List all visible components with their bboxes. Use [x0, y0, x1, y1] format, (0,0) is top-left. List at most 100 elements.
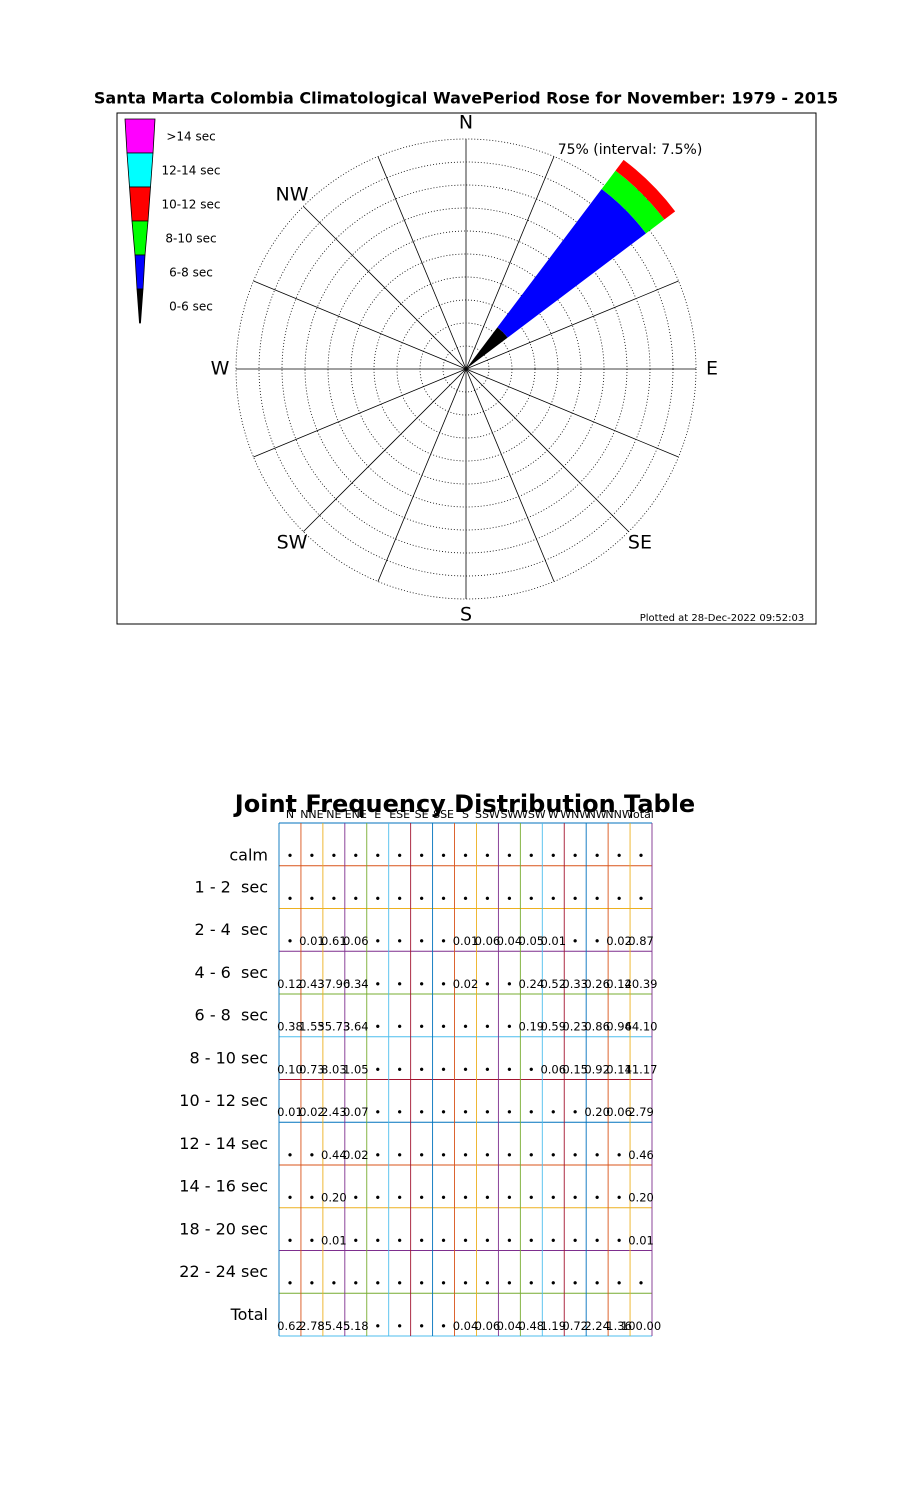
table-cell: 0.04 [497, 934, 523, 948]
table-cell: 0.01 [540, 934, 566, 948]
table-cell: 1.55 [299, 1020, 325, 1034]
column-header: ENE [345, 808, 367, 821]
direction-label: S [460, 604, 472, 626]
table-cell: • [352, 1233, 359, 1247]
row-label: 22 - 24 sec [179, 1262, 268, 1281]
table-cell: 0.92 [584, 1062, 610, 1076]
table-cell: • [528, 849, 535, 863]
table-cell: 0.01 [299, 934, 325, 948]
table-cell: • [484, 1191, 491, 1205]
column-header: S [462, 808, 469, 821]
table-cell: • [440, 934, 447, 948]
table-cell: • [572, 1105, 579, 1119]
table-cell: • [287, 1148, 294, 1162]
row-label: 1 - 2 sec [195, 877, 268, 896]
table-cell: 0.05 [519, 934, 545, 948]
table-cell: • [572, 1276, 579, 1290]
table-cell: 0.96 [606, 1020, 632, 1034]
row-label: 18 - 20 sec [179, 1219, 268, 1238]
table-cell: 0.10 [277, 1062, 303, 1076]
spoke [377, 156, 467, 370]
column-header: W [548, 808, 559, 821]
table-cell: 0.12 [606, 977, 632, 991]
table-cell: • [616, 1191, 623, 1205]
table-cell: • [440, 1191, 447, 1205]
table-cell: • [528, 1276, 535, 1290]
row-label: 2 - 4 sec [195, 920, 268, 939]
table-cell: • [418, 1319, 425, 1333]
row-label: 10 - 12 sec [179, 1091, 268, 1110]
table-cell: • [550, 1191, 557, 1205]
table-cell: 0.59 [540, 1020, 566, 1034]
table-cell: • [616, 849, 623, 863]
table-cell: • [374, 1105, 381, 1119]
table-cell: • [484, 1233, 491, 1247]
column-header: WNW [560, 808, 590, 821]
table-cell: • [462, 1062, 469, 1076]
table-cell: • [594, 1148, 601, 1162]
table-cell: • [572, 1148, 579, 1162]
table-cell: • [572, 1191, 579, 1205]
footnote: Plotted at 28-Dec-2022 09:52:03 [640, 613, 805, 624]
table-cell: • [616, 891, 623, 905]
table-cell: • [330, 849, 337, 863]
table-cell: • [396, 1062, 403, 1076]
table-cell: 0.61 [321, 934, 347, 948]
table-cell: • [440, 1020, 447, 1034]
table-cell: 0.02 [299, 1105, 325, 1119]
table-cell: 0.20 [321, 1191, 347, 1205]
table-cell: • [374, 1276, 381, 1290]
table-cell: • [506, 1276, 513, 1290]
spoke [465, 368, 555, 582]
table-cell: 0.01 [628, 1233, 654, 1247]
table-cell: • [418, 1020, 425, 1034]
table-cell: • [352, 849, 359, 863]
table-cell: 0.73 [299, 1062, 325, 1076]
table-cell: • [418, 1148, 425, 1162]
table-cell: • [506, 891, 513, 905]
table-cell: • [396, 1148, 403, 1162]
row-label: 14 - 16 sec [179, 1177, 268, 1196]
table-cell: 44.10 [625, 1020, 658, 1034]
table-cell: • [396, 849, 403, 863]
direction-label: N [459, 112, 473, 134]
table-cell: • [440, 1062, 447, 1076]
table-cell: • [396, 1191, 403, 1205]
spoke [377, 368, 467, 582]
table-cell: • [287, 934, 294, 948]
table-cell: 5.18 [343, 1319, 369, 1333]
table-cell: • [462, 1020, 469, 1034]
table-cell: • [374, 1148, 381, 1162]
table-cell: 37.96 [317, 977, 350, 991]
table-cell: 0.06 [540, 1062, 566, 1076]
table-cell: • [440, 849, 447, 863]
table-cell: • [484, 1105, 491, 1119]
table-cell: • [418, 1105, 425, 1119]
spoke [465, 156, 555, 370]
spoke [253, 280, 467, 370]
legend-label: 10-12 sec [162, 198, 221, 212]
column-header: N [286, 808, 294, 821]
table-cell: • [528, 1191, 535, 1205]
table-cell: • [440, 1148, 447, 1162]
rose-segment [466, 327, 508, 369]
column-header: NE [326, 808, 341, 821]
table-cell: • [352, 1276, 359, 1290]
table-cell: • [572, 891, 579, 905]
column-header: WSW [517, 808, 546, 821]
table-cell: • [594, 1191, 601, 1205]
table-cell: 0.24 [519, 977, 545, 991]
table-cell: • [418, 934, 425, 948]
table-cell: 0.20 [584, 1105, 610, 1119]
direction-label: W [211, 358, 230, 380]
table-cell: • [550, 849, 557, 863]
table-cell: • [309, 1276, 316, 1290]
row-label: 8 - 10 sec [189, 1048, 268, 1067]
table-cell: • [506, 1233, 513, 1247]
table-cell: • [572, 934, 579, 948]
table-cell: • [462, 849, 469, 863]
table-cell: • [484, 1276, 491, 1290]
column-header: E [374, 808, 381, 821]
table-cell: 0.72 [562, 1319, 588, 1333]
